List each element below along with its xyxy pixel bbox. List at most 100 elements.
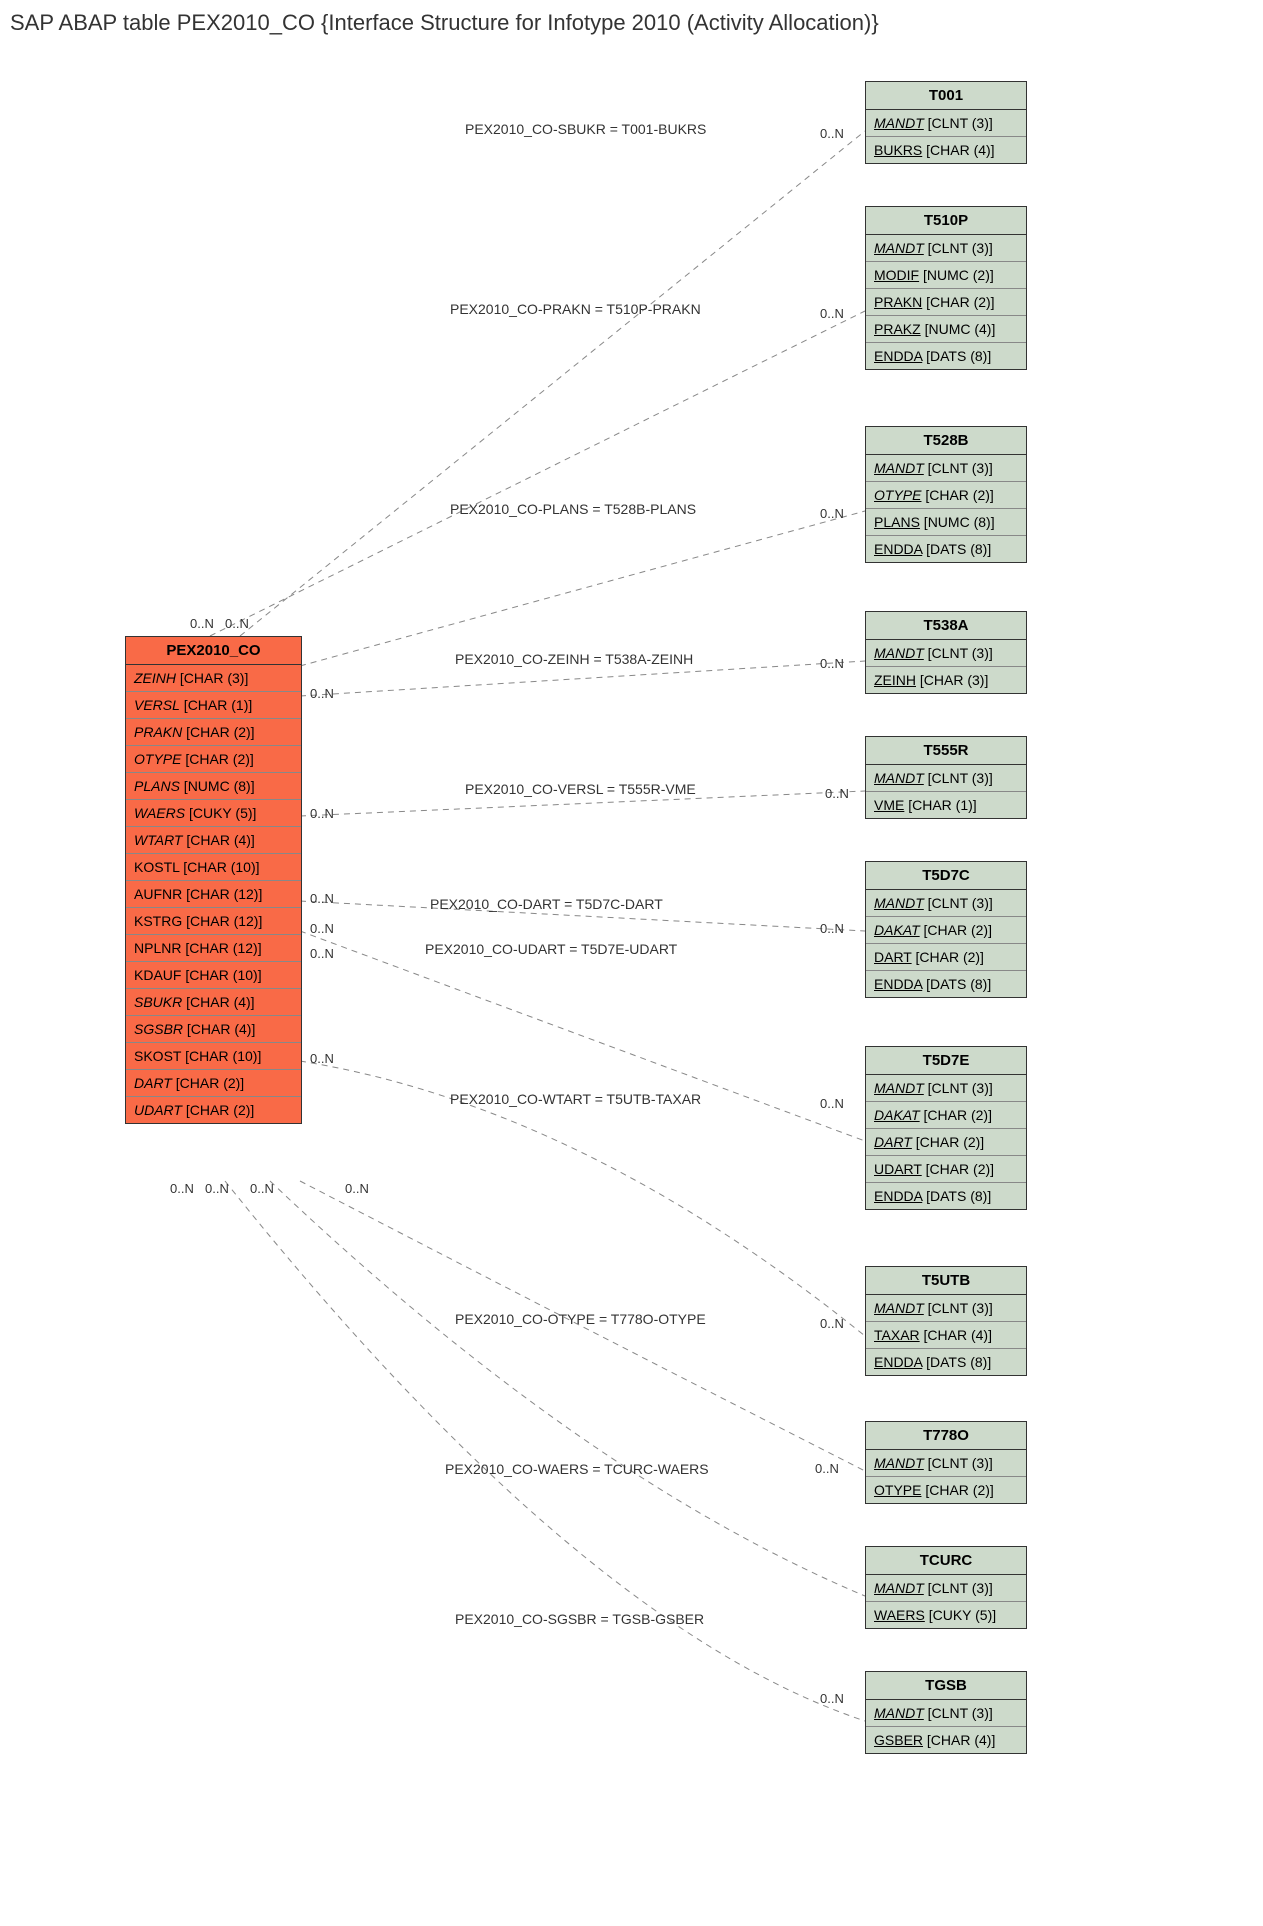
entity-field: DAKAT [CHAR (2)] bbox=[866, 1102, 1026, 1129]
entity-T538A: T538AMANDT [CLNT (3)]ZEINH [CHAR (3)] bbox=[865, 611, 1027, 694]
cardinality-label: 0..N bbox=[820, 506, 844, 521]
entity-T510P: T510PMANDT [CLNT (3)]MODIF [NUMC (2)]PRA… bbox=[865, 206, 1027, 370]
cardinality-label: 0..N bbox=[310, 891, 334, 906]
entity-field: MANDT [CLNT (3)] bbox=[866, 110, 1026, 137]
cardinality-label: 0..N bbox=[820, 921, 844, 936]
cardinality-label: 0..N bbox=[820, 126, 844, 141]
cardinality-label: 0..N bbox=[170, 1181, 194, 1196]
relation-label: PEX2010_CO-DART = T5D7C-DART bbox=[430, 896, 663, 912]
entity-field: SKOST [CHAR (10)] bbox=[126, 1043, 301, 1070]
cardinality-label: 0..N bbox=[820, 1096, 844, 1111]
cardinality-label: 0..N bbox=[250, 1181, 274, 1196]
er-diagram: PEX2010_COZEINH [CHAR (3)]VERSL [CHAR (1… bbox=[10, 46, 1253, 1916]
relation-label: PEX2010_CO-SGSBR = TGSB-GSBER bbox=[455, 1611, 704, 1627]
relation-label: PEX2010_CO-UDART = T5D7E-UDART bbox=[425, 941, 677, 957]
entity-TCURC: TCURCMANDT [CLNT (3)]WAERS [CUKY (5)] bbox=[865, 1546, 1027, 1629]
entity-field: MANDT [CLNT (3)] bbox=[866, 1450, 1026, 1477]
cardinality-label: 0..N bbox=[345, 1181, 369, 1196]
entity-T5D7E: T5D7EMANDT [CLNT (3)]DAKAT [CHAR (2)]DAR… bbox=[865, 1046, 1027, 1210]
entity-field: SGSBR [CHAR (4)] bbox=[126, 1016, 301, 1043]
entity-field: MODIF [NUMC (2)] bbox=[866, 262, 1026, 289]
entity-field: MANDT [CLNT (3)] bbox=[866, 765, 1026, 792]
cardinality-label: 0..N bbox=[820, 1691, 844, 1706]
cardinality-label: 0..N bbox=[820, 1316, 844, 1331]
entity-field: KDAUF [CHAR (10)] bbox=[126, 962, 301, 989]
entity-field: ENDDA [DATS (8)] bbox=[866, 536, 1026, 562]
entity-header: T528B bbox=[866, 427, 1026, 455]
entity-field: DART [CHAR (2)] bbox=[126, 1070, 301, 1097]
cardinality-label: 0..N bbox=[310, 686, 334, 701]
entity-field: DART [CHAR (2)] bbox=[866, 1129, 1026, 1156]
entity-T5D7C: T5D7CMANDT [CLNT (3)]DAKAT [CHAR (2)]DAR… bbox=[865, 861, 1027, 998]
entity-T778O: T778OMANDT [CLNT (3)]OTYPE [CHAR (2)] bbox=[865, 1421, 1027, 1504]
entity-field: ENDDA [DATS (8)] bbox=[866, 1183, 1026, 1209]
entity-field: VME [CHAR (1)] bbox=[866, 792, 1026, 818]
page-title: SAP ABAP table PEX2010_CO {Interface Str… bbox=[10, 10, 1263, 36]
entity-field: WAERS [CUKY (5)] bbox=[866, 1602, 1026, 1628]
entity-field: GSBER [CHAR (4)] bbox=[866, 1727, 1026, 1753]
relation-label: PEX2010_CO-PLANS = T528B-PLANS bbox=[450, 501, 696, 517]
relation-label: PEX2010_CO-WAERS = TCURC-WAERS bbox=[445, 1461, 709, 1477]
entity-field: ENDDA [DATS (8)] bbox=[866, 343, 1026, 369]
entity-field: MANDT [CLNT (3)] bbox=[866, 455, 1026, 482]
entity-T555R: T555RMANDT [CLNT (3)]VME [CHAR (1)] bbox=[865, 736, 1027, 819]
entity-field: MANDT [CLNT (3)] bbox=[866, 1075, 1026, 1102]
entity-field: MANDT [CLNT (3)] bbox=[866, 1700, 1026, 1727]
entity-header: PEX2010_CO bbox=[126, 637, 301, 665]
entity-field: UDART [CHAR (2)] bbox=[126, 1097, 301, 1123]
entity-field: PRAKN [CHAR (2)] bbox=[126, 719, 301, 746]
entity-T5UTB: T5UTBMANDT [CLNT (3)]TAXAR [CHAR (4)]END… bbox=[865, 1266, 1027, 1376]
entity-field: OTYPE [CHAR (2)] bbox=[126, 746, 301, 773]
relation-label: PEX2010_CO-PRAKN = T510P-PRAKN bbox=[450, 301, 701, 317]
entity-field: DART [CHAR (2)] bbox=[866, 944, 1026, 971]
cardinality-label: 0..N bbox=[190, 616, 214, 631]
cardinality-label: 0..N bbox=[310, 921, 334, 936]
entity-field: KOSTL [CHAR (10)] bbox=[126, 854, 301, 881]
entity-field: SBUKR [CHAR (4)] bbox=[126, 989, 301, 1016]
relation-label: PEX2010_CO-WTART = T5UTB-TAXAR bbox=[450, 1091, 701, 1107]
entity-T001: T001MANDT [CLNT (3)]BUKRS [CHAR (4)] bbox=[865, 81, 1027, 164]
entity-header: T5D7E bbox=[866, 1047, 1026, 1075]
entity-header: T001 bbox=[866, 82, 1026, 110]
entity-field: OTYPE [CHAR (2)] bbox=[866, 1477, 1026, 1503]
entity-field: MANDT [CLNT (3)] bbox=[866, 1575, 1026, 1602]
entity-field: MANDT [CLNT (3)] bbox=[866, 640, 1026, 667]
cardinality-label: 0..N bbox=[205, 1181, 229, 1196]
entity-T528B: T528BMANDT [CLNT (3)]OTYPE [CHAR (2)]PLA… bbox=[865, 426, 1027, 563]
entity-field: WTART [CHAR (4)] bbox=[126, 827, 301, 854]
relation-label: PEX2010_CO-OTYPE = T778O-OTYPE bbox=[455, 1311, 706, 1327]
entity-field: DAKAT [CHAR (2)] bbox=[866, 917, 1026, 944]
entity-field: NPLNR [CHAR (12)] bbox=[126, 935, 301, 962]
entity-field: ENDDA [DATS (8)] bbox=[866, 971, 1026, 997]
relation-label: PEX2010_CO-SBUKR = T001-BUKRS bbox=[465, 121, 706, 137]
entity-header: TGSB bbox=[866, 1672, 1026, 1700]
cardinality-label: 0..N bbox=[820, 656, 844, 671]
entity-PEX2010_CO: PEX2010_COZEINH [CHAR (3)]VERSL [CHAR (1… bbox=[125, 636, 302, 1124]
entity-field: MANDT [CLNT (3)] bbox=[866, 890, 1026, 917]
entity-field: BUKRS [CHAR (4)] bbox=[866, 137, 1026, 163]
entity-header: T778O bbox=[866, 1422, 1026, 1450]
entity-field: KSTRG [CHAR (12)] bbox=[126, 908, 301, 935]
cardinality-label: 0..N bbox=[310, 946, 334, 961]
entity-field: PRAKN [CHAR (2)] bbox=[866, 289, 1026, 316]
cardinality-label: 0..N bbox=[820, 306, 844, 321]
cardinality-label: 0..N bbox=[815, 1461, 839, 1476]
entity-header: T5D7C bbox=[866, 862, 1026, 890]
entity-header: T538A bbox=[866, 612, 1026, 640]
entity-field: MANDT [CLNT (3)] bbox=[866, 235, 1026, 262]
entity-field: TAXAR [CHAR (4)] bbox=[866, 1322, 1026, 1349]
entity-header: T5UTB bbox=[866, 1267, 1026, 1295]
entity-header: T510P bbox=[866, 207, 1026, 235]
entity-field: PLANS [NUMC (8)] bbox=[126, 773, 301, 800]
entity-field: WAERS [CUKY (5)] bbox=[126, 800, 301, 827]
cardinality-label: 0..N bbox=[310, 1051, 334, 1066]
entity-field: ZEINH [CHAR (3)] bbox=[866, 667, 1026, 693]
cardinality-label: 0..N bbox=[225, 616, 249, 631]
entity-field: AUFNR [CHAR (12)] bbox=[126, 881, 301, 908]
entity-field: ENDDA [DATS (8)] bbox=[866, 1349, 1026, 1375]
entity-field: PRAKZ [NUMC (4)] bbox=[866, 316, 1026, 343]
entity-field: ZEINH [CHAR (3)] bbox=[126, 665, 301, 692]
entity-field: OTYPE [CHAR (2)] bbox=[866, 482, 1026, 509]
entity-field: PLANS [NUMC (8)] bbox=[866, 509, 1026, 536]
cardinality-label: 0..N bbox=[825, 786, 849, 801]
